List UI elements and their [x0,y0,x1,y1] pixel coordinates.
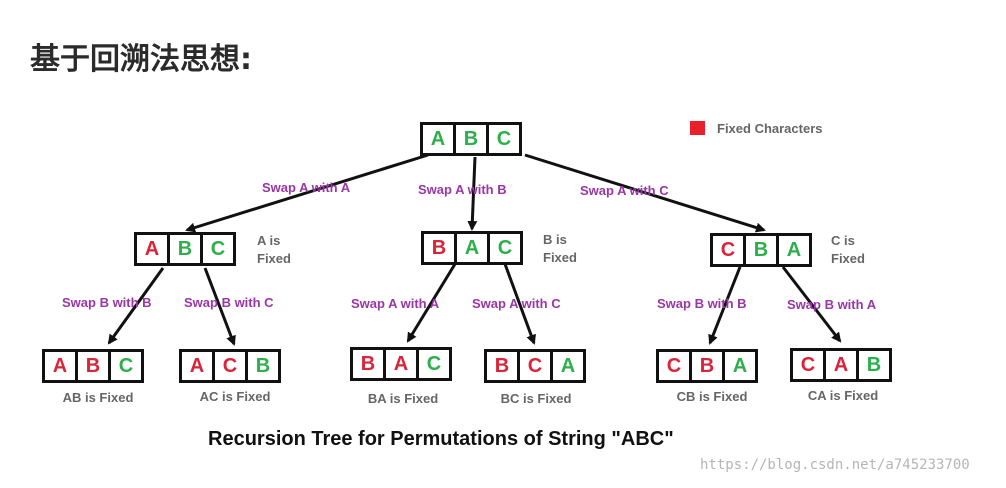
edge-root-left [185,153,429,233]
edge-label: Swap A with B [418,182,507,197]
tree-cell: A [420,122,456,156]
leaf-node: B C A [484,349,586,383]
edge-c-right [781,266,842,343]
tree-cell: B [421,231,457,265]
tree-cell: A [179,349,215,383]
legend-label: Fixed Characters [717,121,823,136]
tree-cell: B [167,232,203,266]
level1-node-b: B A C [421,231,523,265]
tree-cell: A [776,233,812,267]
leaf-label: AB is Fixed [62,390,134,405]
tree-cell: C [790,348,826,382]
tree-cell: C [200,232,236,266]
tree-cell: B [856,348,892,382]
edge-label: Swap B with B [62,295,152,310]
edge-label: Swap A with A [351,296,440,311]
leaf-label: CB is Fixed [676,389,748,404]
tree-cell: A [550,349,586,383]
edge-root-middle [467,156,478,231]
tree-cell: B [484,349,520,383]
tree-cell: C [656,349,692,383]
level1-node-c: C B A [710,233,812,267]
level1-node-a: A B C [134,232,236,266]
edge-label: Swap B with A [787,297,877,312]
edge-c-left [708,266,742,345]
tree-cell: C [486,122,522,156]
fixed-note: A is Fixed [257,232,291,268]
tree-cell: B [743,233,779,267]
fixed-note: C is Fixed [831,232,865,268]
edge-a-left [107,267,165,345]
tree-cell: C [416,347,452,381]
edge-label: Swap B with C [184,295,274,310]
tree-cell: A [134,232,170,266]
leaf-node: C B A [656,349,758,383]
tree-cell: C [517,349,553,383]
tree-cell: A [454,231,490,265]
watermark: https://blog.csdn.net/a745233700 [700,457,970,473]
edge-label: Swap A with C [472,296,561,311]
leaf-label: BA is Fixed [367,391,439,406]
leaf-node: A B C [42,349,144,383]
tree-cell: B [245,349,281,383]
fixed-note-line: Fixed [831,251,865,266]
tree-cell: B [75,349,111,383]
tree-cell: A [42,349,78,383]
page-heading: 基于回溯法思想: [30,42,252,77]
leaf-node: A C B [179,349,281,383]
fixed-note: B is Fixed [543,231,577,267]
fixed-note-line: Fixed [257,251,291,266]
tree-cell: A [722,349,758,383]
edge-a-right [203,267,236,346]
tree-cell: A [383,347,419,381]
leaf-label: BC is Fixed [500,391,572,406]
fixed-note-line: Fixed [543,250,577,265]
leaf-label: CA is Fixed [807,388,879,403]
edge-root-right [524,153,766,233]
leaf-node: B A C [350,347,452,381]
edge-label: Swap A with A [262,180,351,195]
tree-cell: C [108,349,144,383]
tree-cell: C [487,231,523,265]
edge-b-left [406,263,457,343]
tree-cell: B [350,347,386,381]
tree-cell: B [689,349,725,383]
edge-label: Swap B with B [657,296,747,311]
edge-label: Swap A with C [580,183,669,198]
root-node: A B C [420,122,522,156]
fixed-note-line: A is [257,233,281,248]
diagram-caption: Recursion Tree for Permutations of Strin… [208,428,674,450]
tree-cell: C [212,349,248,383]
tree-cell: B [453,122,489,156]
leaf-node: C A B [790,348,892,382]
tree-cell: A [823,348,859,382]
legend-swatch [690,121,705,135]
fixed-note-line: B is [543,232,567,247]
leaf-label: AC is Fixed [199,389,271,404]
tree-cell: C [710,233,746,267]
fixed-note-line: C is [831,233,855,248]
edge-b-right [503,263,536,345]
